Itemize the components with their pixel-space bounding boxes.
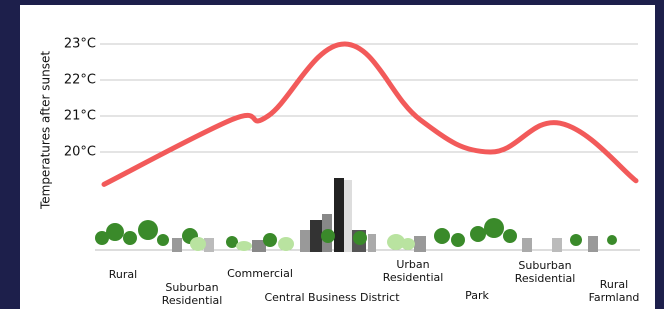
y-tick-label: 22°C <box>64 73 96 88</box>
zone-label: Suburban Residential <box>512 259 578 285</box>
zone-label: Rural Farmland <box>586 278 642 304</box>
zone-label: Park <box>462 289 492 302</box>
zone-label: Commercial <box>225 267 295 280</box>
y-axis-label: Temperatures after sunset <box>39 51 53 210</box>
zone-label: Central Business District <box>262 291 402 304</box>
y-tick-label: 20°C <box>64 145 96 160</box>
zone-label: Urban Residential <box>380 258 446 284</box>
zone-label: Rural <box>108 268 138 281</box>
y-tick-label: 23°C <box>64 37 96 52</box>
zone-label: Suburban Residential <box>160 281 224 307</box>
y-tick-label: 21°C <box>64 109 96 124</box>
page: Temperatures after sunset 20°C 21°C 22°C 23… <box>0 0 664 309</box>
